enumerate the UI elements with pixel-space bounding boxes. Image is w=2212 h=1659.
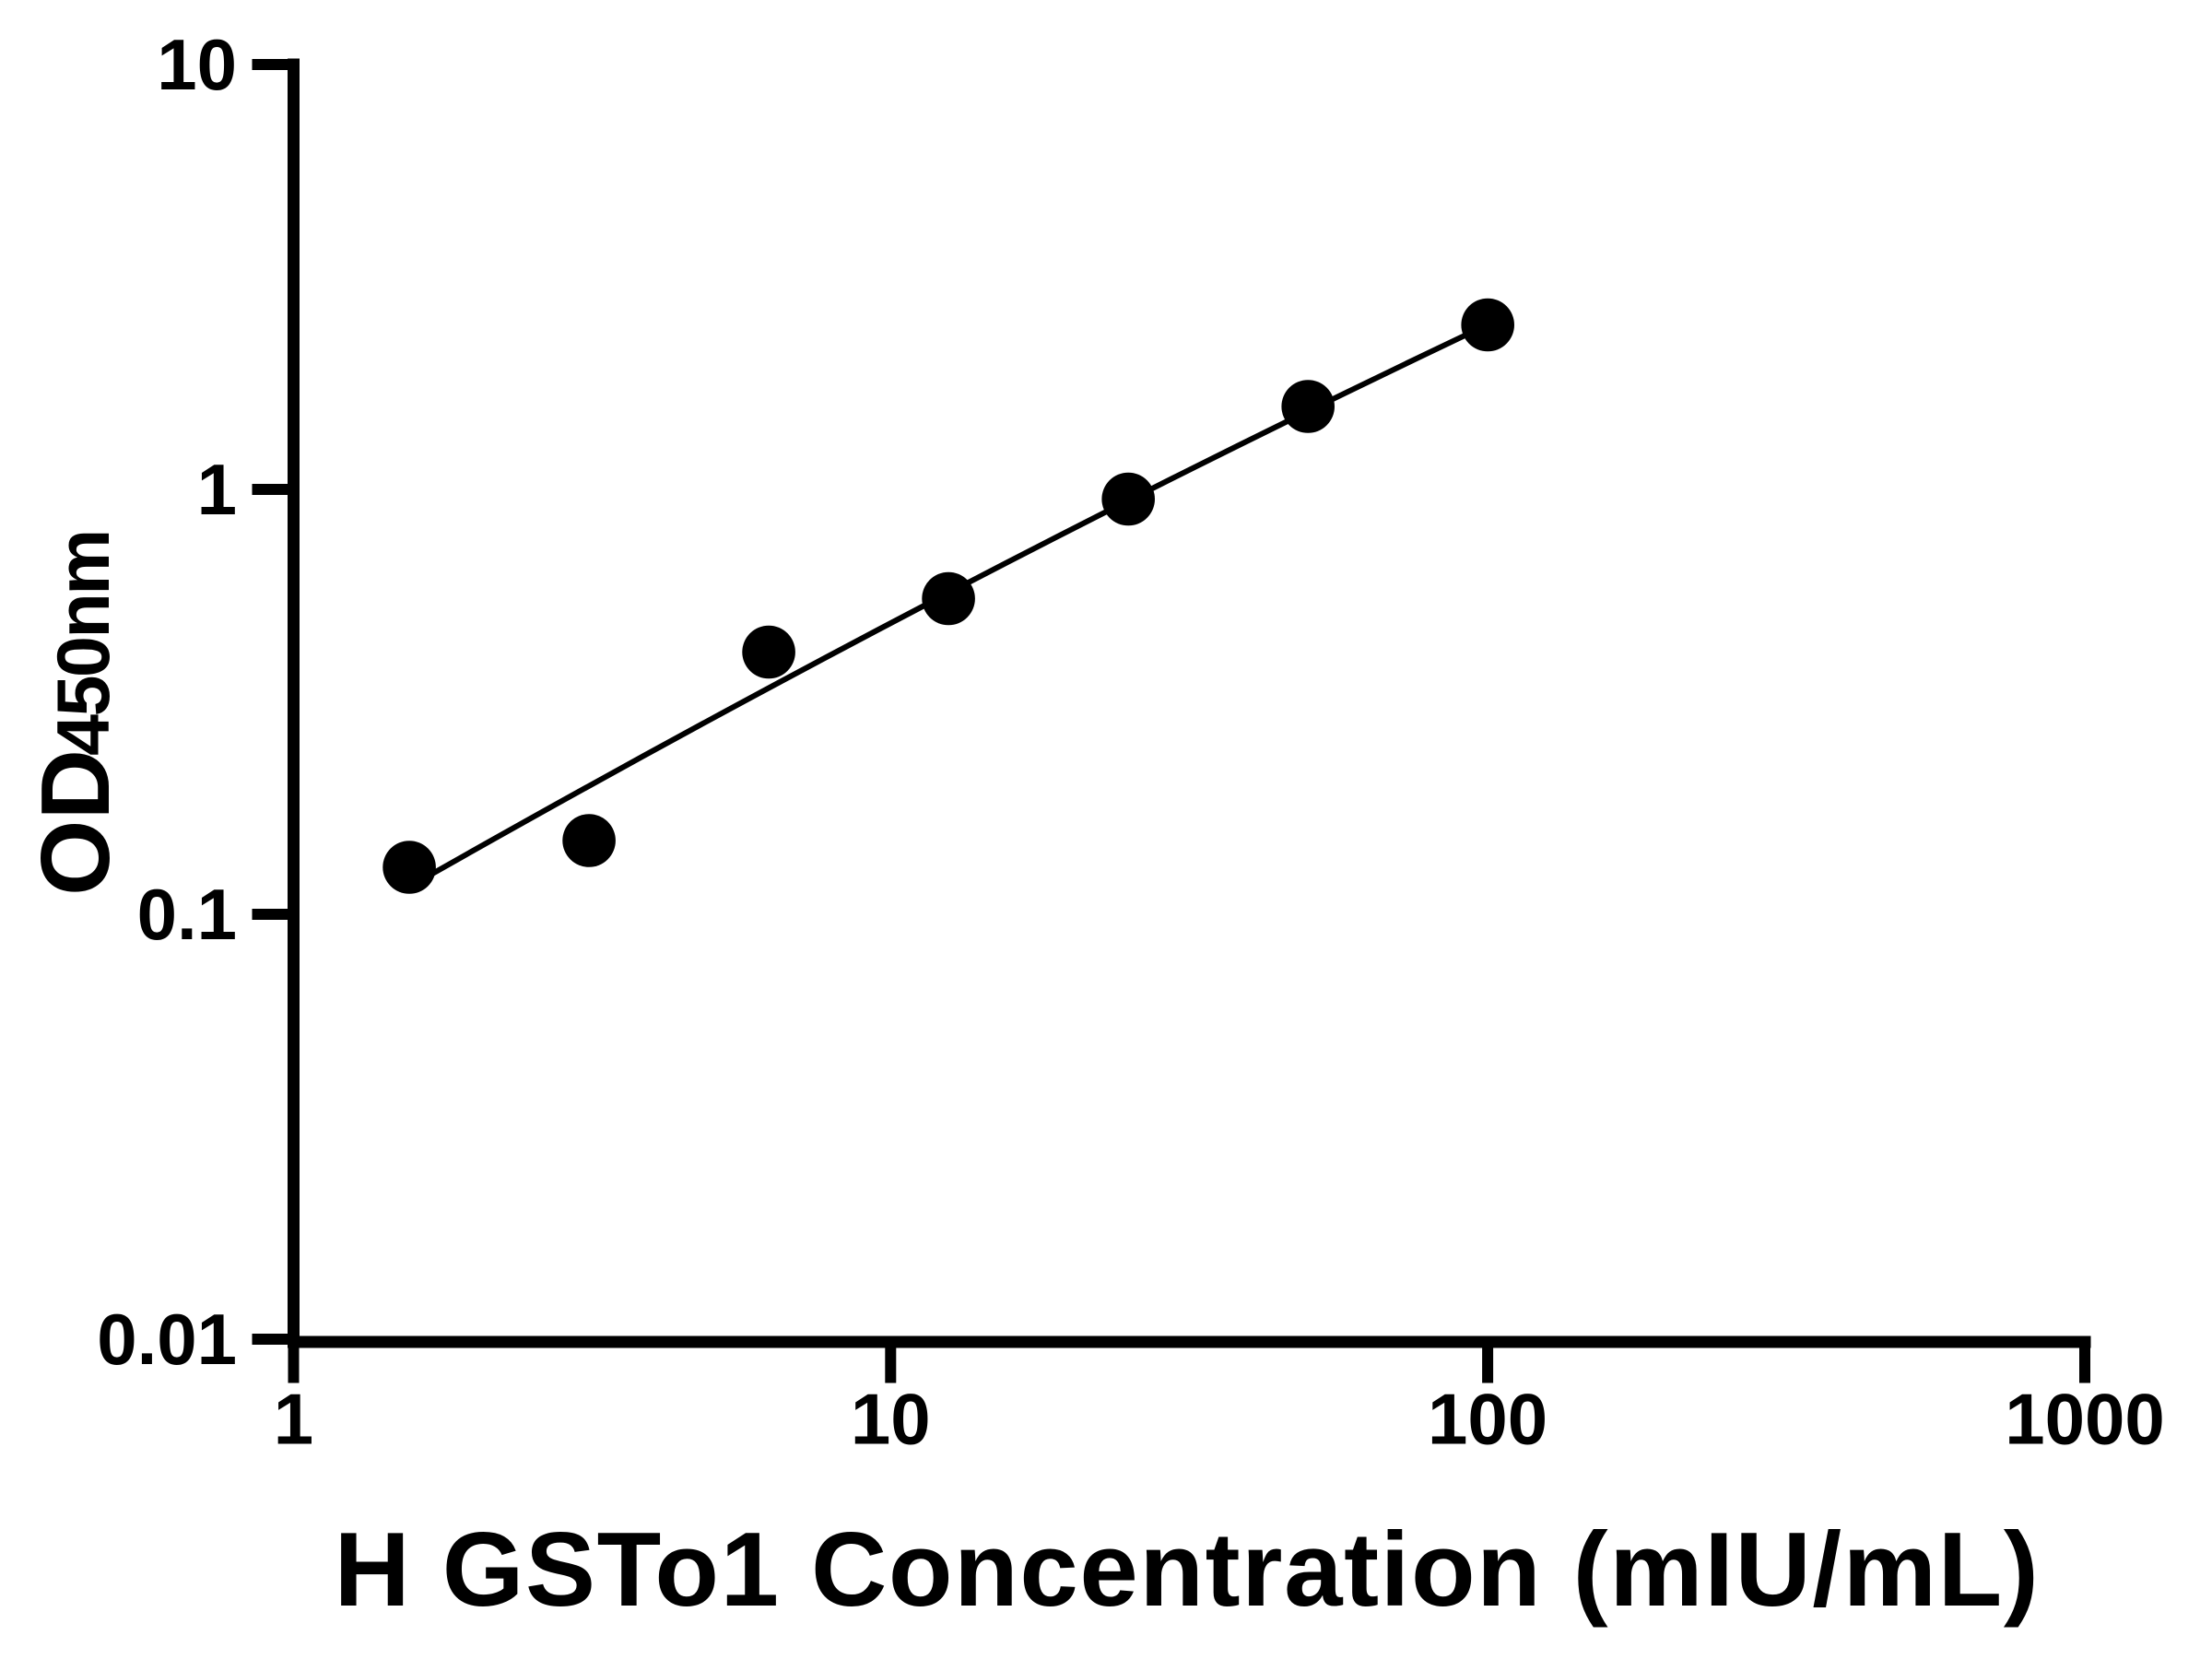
svg-text:10: 10 xyxy=(157,24,237,105)
svg-text:450nm: 450nm xyxy=(42,531,125,756)
svg-text:0.01: 0.01 xyxy=(97,1299,237,1380)
svg-text:10: 10 xyxy=(851,1379,931,1460)
svg-text:0.1: 0.1 xyxy=(137,874,237,955)
svg-text:H GSTo1 Concentration (mIU/mL): H GSTo1 Concentration (mIU/mL) xyxy=(335,1512,2041,1629)
svg-text:100: 100 xyxy=(1428,1379,1547,1460)
svg-text:1000: 1000 xyxy=(2005,1379,2165,1460)
svg-text:OD: OD xyxy=(21,749,130,896)
svg-text:1: 1 xyxy=(274,1379,313,1460)
svg-text:1: 1 xyxy=(197,449,237,530)
